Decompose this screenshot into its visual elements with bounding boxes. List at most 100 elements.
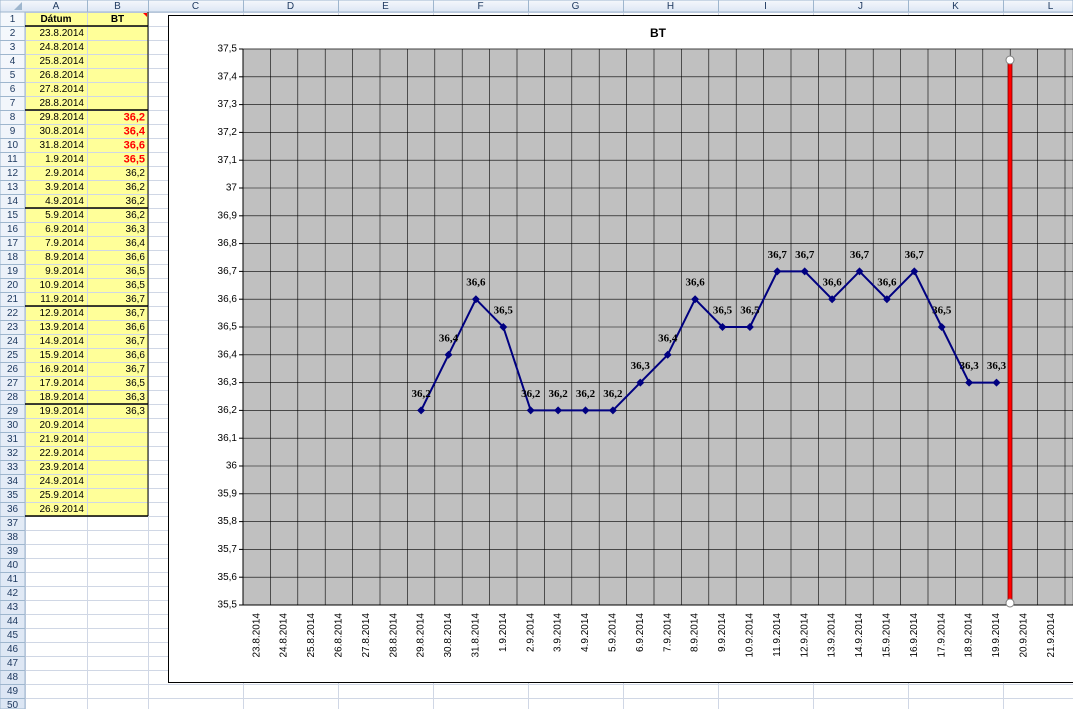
chart-title: BT — [650, 26, 667, 40]
data-label: 36,3 — [631, 360, 651, 372]
data-label: 36,6 — [685, 277, 705, 289]
data-point — [800, 267, 809, 276]
row-header: 42 — [7, 588, 19, 599]
data-label: 36,2 — [411, 388, 431, 400]
column-header: C — [192, 1, 199, 12]
bt-cell: 36,7 — [126, 308, 146, 319]
x-tick-label: 8.9.2014 — [690, 613, 701, 652]
data-label: 36,5 — [494, 305, 514, 317]
row-header: 47 — [7, 658, 19, 669]
row-header: 8 — [10, 112, 16, 123]
x-tick-label: 20.9.2014 — [1019, 613, 1030, 658]
date-cell: 8.9.2014 — [45, 252, 84, 263]
date-cell: 23.8.2014 — [40, 28, 85, 39]
row-header: 18 — [7, 252, 19, 263]
row-header: 46 — [7, 644, 19, 655]
data-label: 36,2 — [576, 388, 596, 400]
bt-cell: 36,7 — [126, 336, 146, 347]
bt-cell: 36,2 — [124, 111, 145, 123]
date-cell: 16.9.2014 — [40, 364, 85, 375]
bt-cell: 36,5 — [126, 378, 146, 389]
x-tick-label: 12.9.2014 — [799, 613, 810, 658]
data-point — [745, 323, 754, 331]
bt-cell: 36,2 — [126, 182, 146, 193]
date-cell: 12.9.2014 — [40, 308, 85, 319]
row-header: 14 — [7, 196, 19, 207]
row-header: 44 — [7, 616, 19, 627]
date-cell: 22.9.2014 — [40, 448, 85, 459]
date-cell: 5.9.2014 — [45, 210, 84, 221]
row-header: 4 — [10, 56, 16, 67]
row-header: 1 — [10, 14, 16, 25]
data-label: 36,3 — [987, 360, 1007, 372]
x-tick-label: 14.9.2014 — [854, 613, 865, 658]
date-cell: 23.9.2014 — [40, 462, 85, 473]
date-cell: 31.8.2014 — [40, 140, 85, 151]
y-tick-label: 36,8 — [218, 238, 238, 249]
row-header: 13 — [7, 182, 19, 193]
row-header: 33 — [7, 462, 19, 473]
data-label: 36,5 — [740, 305, 760, 317]
column-header: L — [1048, 1, 1054, 12]
row-header: 24 — [7, 336, 19, 347]
date-cell: 27.8.2014 — [40, 84, 85, 95]
column-header: J — [858, 1, 863, 12]
x-tick-label: 4.9.2014 — [580, 613, 591, 652]
header-cell: BT — [111, 14, 124, 25]
header-cell: Dátum — [40, 14, 71, 25]
row-header: 19 — [7, 266, 19, 277]
x-tick-label: 13.9.2014 — [827, 613, 838, 658]
row-header: 20 — [7, 280, 19, 291]
chart: BT 35,5 35,6 35,7 35,8 35,9 36 36,1 36,2 36,3 36,… — [168, 15, 1073, 683]
row-header: 37 — [7, 518, 19, 529]
date-cell: 9.9.2014 — [45, 266, 84, 277]
x-tick-label: 23.8.2014 — [251, 613, 262, 658]
row-header: 49 — [7, 686, 19, 697]
data-label: 36,6 — [877, 277, 897, 289]
x-tick-label: 3.9.2014 — [553, 613, 564, 652]
data-label: 36,7 — [905, 249, 925, 261]
shape-handle — [1005, 55, 1015, 65]
row-header: 2 — [10, 28, 16, 39]
data-point — [718, 323, 727, 331]
x-tick-label: 11.9.2014 — [772, 613, 783, 657]
bt-cell: 36,5 — [126, 266, 146, 277]
data-label: 36,3 — [959, 360, 979, 372]
row-header: 29 — [7, 406, 19, 417]
x-tick-label: 21.9.2014 — [1046, 613, 1057, 658]
data-point — [417, 406, 426, 415]
y-tick-label: 36,2 — [218, 405, 238, 416]
data-label: 36,7 — [768, 249, 788, 261]
data-point — [636, 378, 645, 387]
row-header: 7 — [10, 98, 16, 109]
y-tick-label: 37,4 — [218, 71, 238, 82]
x-tick-label: 7.9.2014 — [662, 613, 673, 652]
x-tick-label: 6.9.2014 — [635, 613, 646, 652]
x-tick-label: 30.8.2014 — [443, 613, 454, 658]
bt-cell: 36,6 — [124, 139, 145, 151]
data-label: 36,4 — [439, 332, 459, 344]
data-point — [855, 267, 864, 276]
y-tick-label: 35,8 — [218, 516, 238, 527]
data-label: 36,6 — [822, 277, 842, 289]
bt-cell: 36,6 — [126, 350, 146, 361]
data-label: 36,2 — [548, 388, 568, 400]
data-label: 36,7 — [850, 249, 870, 261]
row-header: 50 — [7, 700, 19, 709]
y-tick-label: 36,7 — [218, 266, 238, 277]
row-header: 17 — [7, 238, 19, 249]
y-tick-label: 37,3 — [218, 99, 238, 110]
date-cell: 1.9.2014 — [45, 154, 84, 165]
row-header: 32 — [7, 448, 19, 459]
row-header: 23 — [7, 322, 19, 333]
row-header: 22 — [7, 308, 19, 319]
column-header: I — [764, 1, 767, 12]
y-tick-label: 35,7 — [218, 544, 238, 555]
column-header: F — [477, 1, 483, 12]
data-point — [554, 406, 563, 415]
select-all — [14, 2, 22, 10]
row-header: 10 — [7, 140, 19, 151]
y-tick-label: 35,9 — [218, 488, 238, 499]
x-tick-label: 9.9.2014 — [717, 613, 728, 652]
